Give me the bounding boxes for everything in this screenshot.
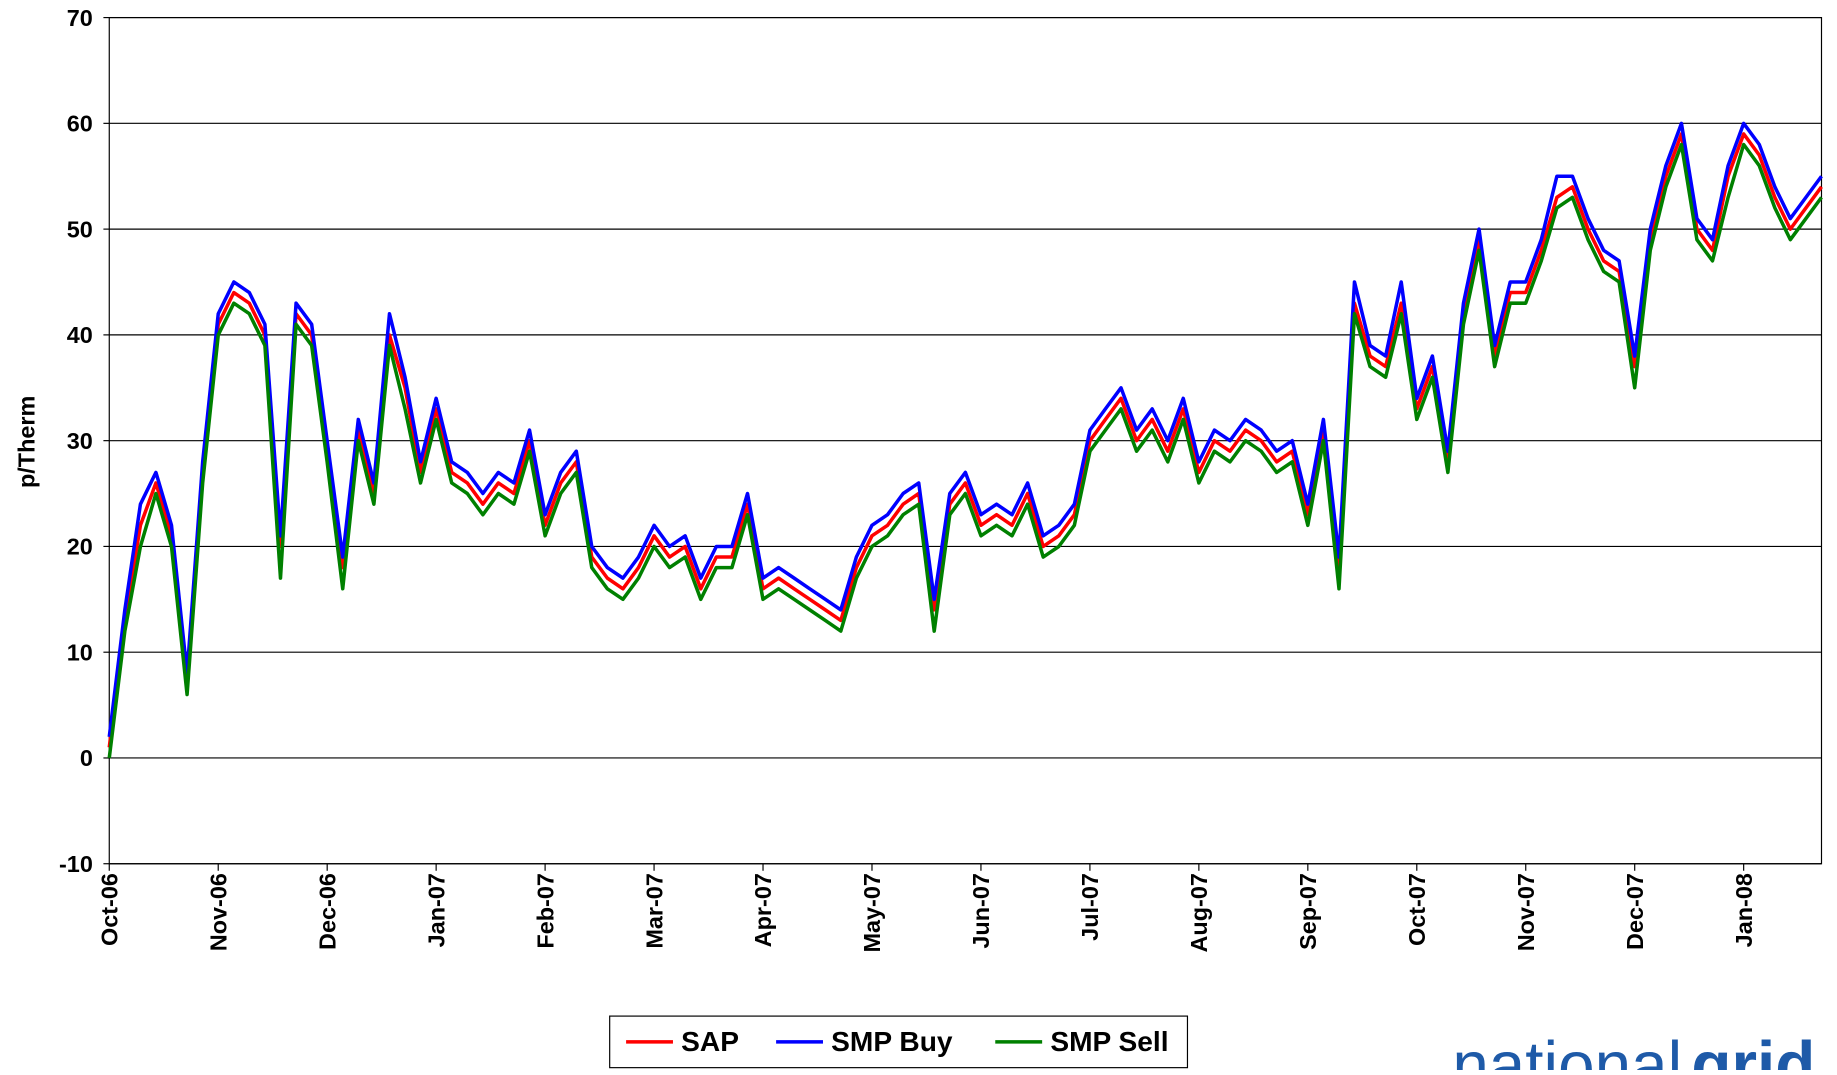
y-tick-label: 30 [67, 428, 93, 454]
y-tick-label: 20 [67, 534, 93, 560]
y-tick-label: 70 [67, 5, 93, 31]
x-tick-label: Apr-07 [750, 873, 776, 947]
y-tick-label: 10 [67, 639, 93, 665]
x-tick-label: Sep-07 [1295, 873, 1321, 950]
x-tick-label: May-07 [859, 873, 885, 952]
legend-label: SMP Sell [1050, 1026, 1168, 1057]
y-tick-label: 40 [67, 322, 93, 348]
series-line [107, 142, 1823, 759]
logo-bold: grid [1691, 1029, 1815, 1070]
legend-label: SMP Buy [831, 1026, 953, 1057]
x-tick-label: Nov-07 [1513, 873, 1539, 951]
x-tick-label: Jun-07 [968, 873, 994, 948]
x-tick-label: Oct-07 [1404, 873, 1430, 946]
logo-light: national [1452, 1029, 1682, 1070]
series-line [107, 132, 1823, 748]
x-tick-label: Feb-07 [532, 873, 558, 949]
series-line [107, 121, 1823, 738]
x-tick-label: Dec-06 [314, 873, 340, 950]
x-tick-label: Jul-07 [1077, 873, 1103, 941]
y-axis-label: p/Therm [13, 396, 39, 488]
legend-label: SAP [681, 1026, 739, 1057]
x-tick-label: Jan-08 [1731, 873, 1757, 947]
y-tick-label: 60 [67, 111, 93, 137]
y-tick-label: 50 [67, 216, 93, 242]
legend-box [609, 1015, 1189, 1069]
x-tick-label: Aug-07 [1186, 873, 1212, 952]
x-tick-label: Nov-06 [205, 873, 231, 951]
x-tick-label: Jan-07 [423, 873, 449, 947]
x-tick-label: Mar-07 [641, 873, 667, 949]
x-tick-label: Dec-07 [1622, 873, 1648, 950]
y-tick-label: 0 [80, 745, 93, 771]
x-tick-label: Oct-06 [96, 873, 122, 946]
y-tick-label: -10 [59, 851, 93, 877]
logo: national grid [1452, 1029, 1815, 1075]
